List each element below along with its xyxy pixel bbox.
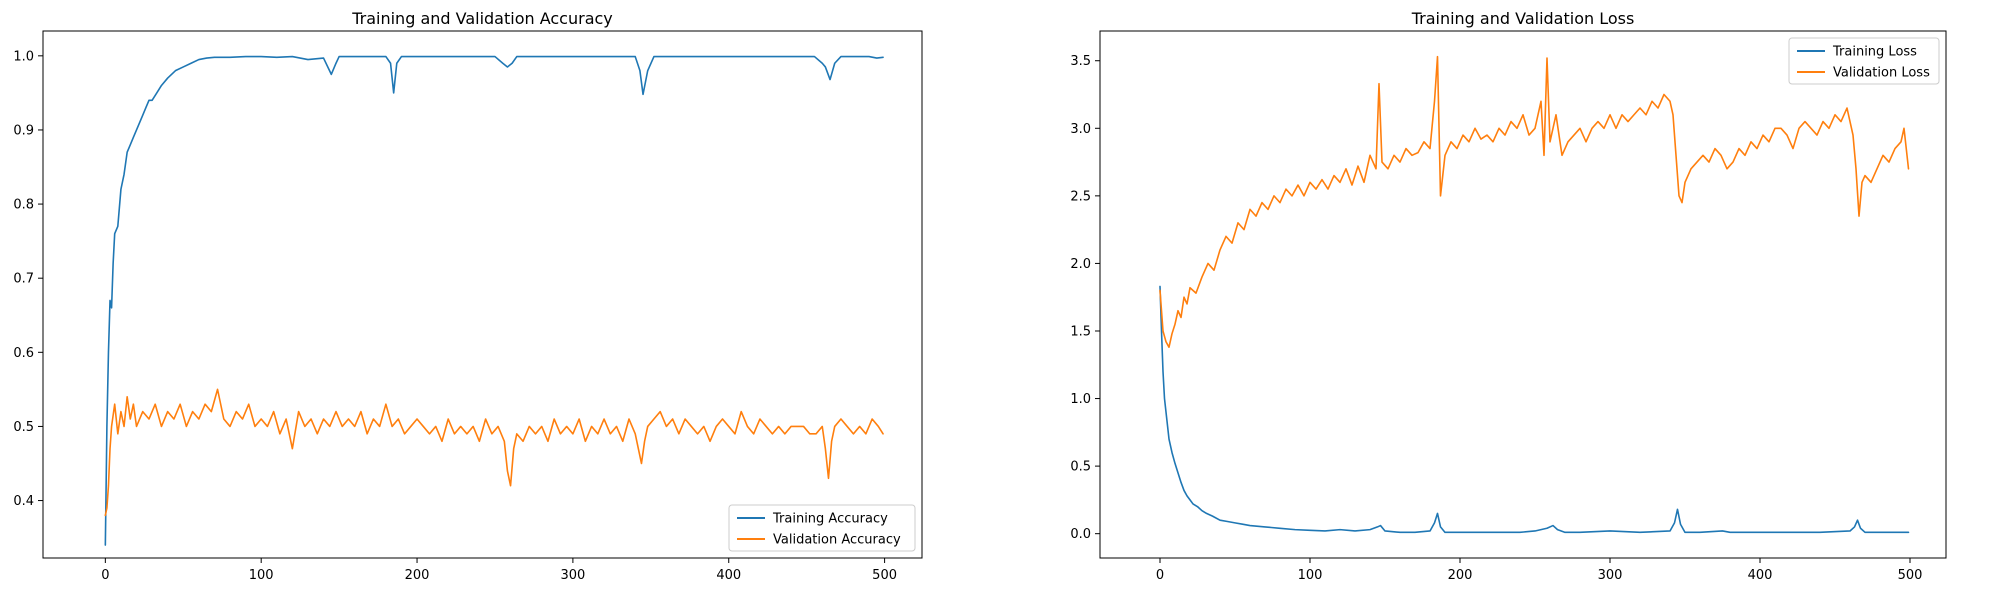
accuracy-y-tick-label: 0.8 (13, 198, 34, 213)
loss-x-tick-label: 200 (1448, 568, 1473, 583)
loss-axes-frame (1099, 30, 1947, 559)
accuracy-x-tick-label: 400 (716, 568, 741, 583)
loss-chart: Training and Validation Loss 0 100 200 300 4… (1070, 9, 1947, 583)
accuracy-y-tick-label: 0.5 (13, 420, 34, 435)
accuracy-legend: Training Accuracy Validation Accuracy (728, 504, 916, 552)
loss-y-tick-label: 3.0 (1070, 122, 1091, 137)
loss-series-line-1 (1159, 55, 1910, 348)
loss-x-tick-label: 100 (1298, 568, 1323, 583)
loss-legend-box (1788, 37, 1940, 85)
accuracy-y-tick-label: 0.7 (13, 272, 34, 287)
loss-x-tick-label: 400 (1748, 568, 1773, 583)
loss-y-tick-label: 1.0 (1070, 392, 1091, 407)
loss-y-tick-label: 1.5 (1070, 324, 1091, 339)
accuracy-series-line-1 (104, 388, 884, 517)
accuracy-x-tick-label: 300 (560, 568, 585, 583)
loss-legend-label-0: Training Loss (1832, 45, 1917, 60)
accuracy-plot-area (42, 30, 923, 559)
loss-y-tick-label: 2.5 (1070, 189, 1091, 204)
loss-legend-label-1: Validation Loss (1833, 66, 1930, 81)
loss-plot-area (1099, 30, 1947, 559)
accuracy-y-tick-label: 0.4 (13, 494, 34, 509)
loss-y-tick-label: 2.0 (1070, 257, 1091, 272)
accuracy-y-tick-label: 0.6 (13, 346, 34, 361)
accuracy-series-line-0 (104, 55, 884, 546)
accuracy-chart-title: Training and Validation Accuracy (351, 9, 613, 28)
loss-legend: Training Loss Validation Loss (1788, 37, 1940, 85)
accuracy-x-tick-label: 200 (405, 568, 430, 583)
accuracy-legend-label-1: Validation Accuracy (773, 533, 901, 548)
accuracy-y-tick-label: 0.9 (13, 123, 34, 138)
loss-x-tick-label: 500 (1898, 568, 1923, 583)
loss-x-tick-label: 300 (1598, 568, 1623, 583)
loss-series-line-0 (1159, 285, 1910, 534)
accuracy-x-tick-label: 500 (872, 568, 897, 583)
loss-x-tick-label: 0 (1156, 568, 1164, 583)
loss-y-tick-label: 3.5 (1070, 54, 1091, 69)
loss-chart-title: Training and Validation Loss (1411, 9, 1635, 28)
loss-y-tick-label: 0.0 (1070, 527, 1091, 542)
accuracy-x-tick-label: 100 (249, 568, 274, 583)
loss-y-tick-label: 0.5 (1070, 460, 1091, 475)
accuracy-chart: Training and Validation Accuracy 0 100 200… (13, 9, 923, 583)
accuracy-y-tick-label: 1.0 (13, 49, 34, 64)
accuracy-x-tick-label: 0 (101, 568, 109, 583)
loss-axis-ticks: 0 100 200 300 400 500 0.0 0.5 1.0 1.5 2.0 2.5 3.0 3.5 (1070, 54, 1922, 583)
accuracy-axis-ticks: 0 100 200 300 400 500 0.4 0.5 0.6 0.7 0.8 0.9 1.0 (13, 49, 897, 583)
accuracy-legend-label-0: Training Accuracy (772, 512, 888, 527)
accuracy-axes-frame (42, 30, 923, 559)
accuracy-legend-box (728, 504, 916, 552)
